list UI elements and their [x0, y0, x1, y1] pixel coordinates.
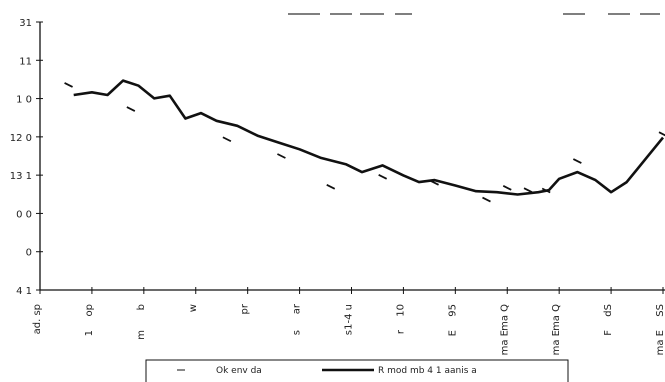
x-tick-sublabel: s	[344, 330, 355, 335]
x-tick-label: 95	[447, 304, 458, 317]
x-tick-sublabel: ma E	[551, 330, 562, 355]
y-tick-label: 0 0	[16, 209, 32, 220]
x-tick-sublabel: F	[603, 330, 614, 336]
x-tick-sublabel: r	[395, 329, 406, 334]
y-tick-label: 12 0	[10, 133, 32, 144]
plot-area	[64, 79, 665, 203]
data-point-marker	[482, 196, 491, 203]
x-tick-label: dS	[603, 304, 614, 317]
x-tick-label: w	[188, 304, 199, 312]
data-point-marker	[126, 106, 136, 112]
y-tick-label: 1 0	[16, 95, 32, 106]
y-axis: 31 11 1 0 12 0 13 1 0 0 0 4 1	[10, 18, 43, 297]
x-tick-sublabel: ma E	[499, 330, 510, 355]
y-tick-label: 4 1	[16, 286, 32, 297]
x-tick-sublabel: s	[292, 330, 303, 335]
data-point-marker	[502, 185, 512, 191]
x-tick-sublabel: m	[136, 330, 147, 340]
x-tick-label: b	[136, 304, 147, 310]
y-tick-label: 31	[19, 18, 32, 29]
data-point-marker	[64, 82, 73, 88]
x-tick-label: 10	[395, 304, 406, 317]
x-tick-label: 1-4 u	[344, 304, 355, 330]
y-tick-label: 11	[19, 56, 32, 67]
data-point-marker	[658, 131, 665, 137]
x-tick-sublabel: 1	[84, 330, 95, 336]
legend: Ok env da R mod mb 4 1 aanis a	[145, 359, 569, 382]
x-tick-sublabel: E	[447, 330, 458, 336]
data-point-marker	[523, 187, 533, 193]
x-tick-sublabel: ma E	[655, 330, 665, 355]
legend-line-label: R mod mb 4 1 aanis a	[378, 366, 477, 376]
x-tick-label: SS	[655, 304, 665, 317]
x-tick-label: op	[84, 304, 95, 316]
x-tick-label: ma Q	[499, 304, 510, 331]
data-point-marker	[378, 173, 388, 180]
y-tick-label: 13 1	[10, 171, 32, 182]
x-tick-label: ma Q	[551, 304, 562, 331]
data-point-marker	[572, 158, 582, 164]
x-tick-label: ar	[292, 303, 303, 314]
x-tick-label: pr	[240, 303, 251, 314]
series-line	[73, 79, 665, 196]
data-point-marker	[326, 184, 336, 190]
data-point-marker	[277, 153, 286, 159]
legend-marker-label: Ok env da	[216, 366, 262, 376]
data-point-marker	[222, 136, 232, 143]
y-tick-label: 0	[26, 248, 32, 259]
x-tick-label: ad. sp	[32, 304, 43, 334]
